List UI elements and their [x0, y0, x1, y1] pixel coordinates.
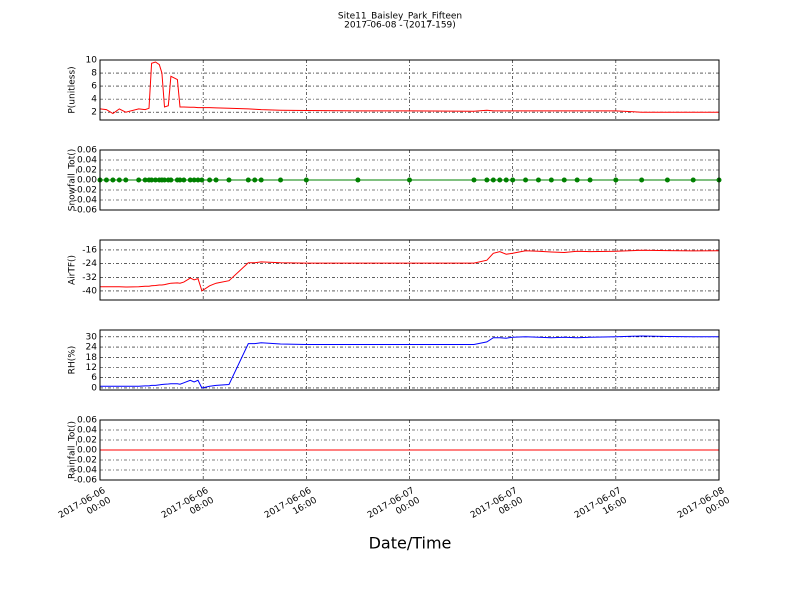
- data-point: [110, 177, 116, 183]
- data-point: [258, 177, 264, 183]
- data-point: [561, 177, 567, 183]
- x-axis-label: Date/Time: [369, 534, 452, 553]
- data-point: [639, 177, 645, 183]
- data-point: [142, 177, 148, 183]
- data-point: [168, 177, 174, 183]
- data-point: [690, 177, 696, 183]
- y-tick-label: 0.02: [77, 166, 97, 176]
- data-point: [613, 177, 619, 183]
- data-point: [523, 177, 529, 183]
- data-point: [548, 177, 554, 183]
- plot-frame: [99, 329, 720, 391]
- data-point: [195, 177, 201, 183]
- data-point: [149, 177, 155, 183]
- data-point: [177, 177, 183, 183]
- y-tick-label: 6: [91, 373, 97, 383]
- y-tick-label: 30: [86, 332, 98, 342]
- y-tick-label: 0.04: [77, 156, 97, 166]
- data-point: [187, 177, 193, 183]
- data-point: [207, 177, 213, 183]
- data-point: [161, 177, 167, 183]
- data-point: [484, 177, 490, 183]
- data-line: [100, 249, 720, 292]
- y-tick-label: 0.06: [77, 416, 97, 426]
- data-point: [490, 177, 496, 183]
- data-point: [245, 177, 251, 183]
- data-point: [278, 177, 284, 183]
- data-point: [510, 177, 516, 183]
- y-tick-label: 6: [91, 82, 97, 92]
- y-tick-label: 4: [91, 95, 97, 105]
- y-axis-label: AirTF(): [68, 255, 78, 285]
- y-tick-label: 0.00: [77, 446, 97, 456]
- data-point: [252, 177, 258, 183]
- data-point: [303, 177, 309, 183]
- data-point: [407, 177, 412, 183]
- y-tick-label: -0.04: [74, 466, 98, 476]
- y-tick-label: 10: [86, 56, 98, 66]
- y-axis-label: Snowfall_Tot(): [68, 149, 78, 212]
- chart-subtitle: 2017-06-08 - (2017-159): [344, 21, 456, 31]
- y-tick-label: 0.04: [77, 426, 97, 436]
- data-point: [191, 177, 197, 183]
- data-point: [136, 177, 142, 183]
- data-point: [181, 177, 187, 183]
- data-point: [587, 177, 593, 183]
- data-point: [199, 177, 205, 183]
- plot-frame: [99, 149, 720, 211]
- y-tick-label: 24: [86, 343, 98, 353]
- y-tick-label: 0.02: [77, 436, 97, 446]
- data-point: [497, 177, 503, 183]
- y-axis-label: Rainfall_Tot(): [68, 421, 78, 479]
- data-point: [116, 177, 122, 183]
- data-line: [99, 61, 719, 115]
- plot-frame: [99, 419, 720, 481]
- y-tick-label: 0.00: [77, 176, 97, 186]
- y-tick-label: -0.04: [74, 196, 98, 206]
- data-point: [574, 177, 580, 183]
- y-tick-label: 2: [91, 108, 97, 118]
- y-tick-label: 18: [86, 353, 98, 363]
- plot-frame: [99, 59, 720, 121]
- data-point: [152, 177, 158, 183]
- y-axis-label: RH(%): [68, 346, 78, 375]
- data-point: [535, 177, 541, 183]
- data-point: [471, 177, 477, 183]
- data-point: [103, 177, 109, 183]
- data-line: [100, 335, 719, 389]
- data-point: [664, 177, 670, 183]
- y-tick-label: 12: [86, 363, 97, 373]
- y-tick-label: 8: [91, 69, 97, 79]
- y-tick-label: -24: [82, 259, 97, 269]
- y-tick-label: -40: [82, 286, 97, 296]
- data-point: [355, 177, 361, 183]
- y-tick-label: 0.06: [77, 146, 97, 156]
- y-tick-label: -0.06: [74, 206, 98, 216]
- y-tick-label: -16: [82, 245, 97, 255]
- data-point: [123, 177, 129, 183]
- data-point: [213, 177, 219, 183]
- chart-title: Site11_Baisley_Park_Fifteen: [338, 12, 462, 22]
- y-axis-label: P(unitless): [68, 66, 78, 113]
- plot-frame: [99, 239, 720, 301]
- y-tick-label: -0.02: [74, 456, 97, 466]
- y-tick-label: 0: [91, 383, 97, 393]
- y-tick-label: -32: [82, 273, 97, 283]
- y-tick-label: -0.02: [74, 186, 97, 196]
- y-tick-label: -0.06: [74, 476, 98, 486]
- data-point: [226, 177, 232, 183]
- data-point: [503, 177, 509, 183]
